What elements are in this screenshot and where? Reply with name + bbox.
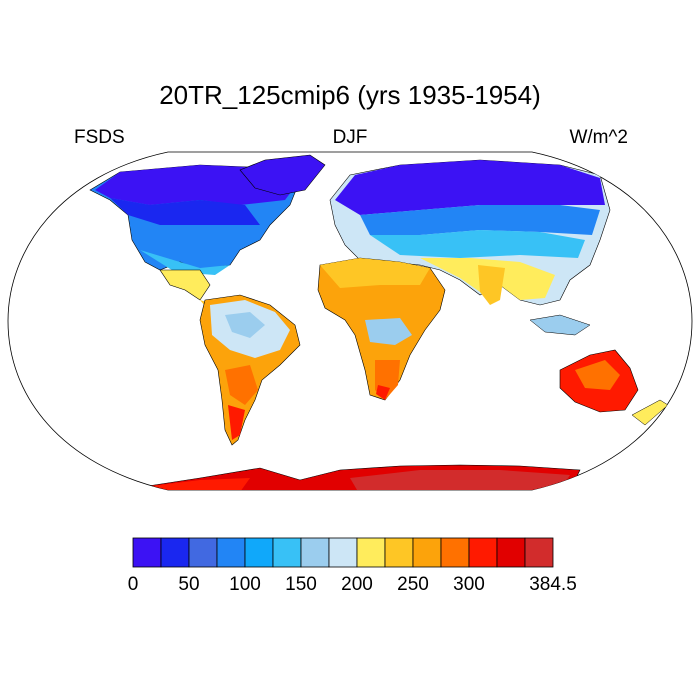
colorbar-tick-label: 384.5 <box>529 574 577 595</box>
colorbar-segment <box>412 537 442 568</box>
africa <box>317 257 446 401</box>
colorbar-segment <box>524 537 554 568</box>
colorbar-tick-label: 150 <box>285 574 317 595</box>
plot-title: 20TR_125cmip6 (yrs 1935-1954) <box>159 80 541 110</box>
colorbar-segment <box>384 537 414 568</box>
season-label: DJF <box>332 127 368 148</box>
colorbar-tick-label: 100 <box>229 574 261 595</box>
colorbar-tick-label: 50 <box>178 574 200 595</box>
colorbar-segment <box>356 537 386 568</box>
colorbar-segment <box>300 537 330 568</box>
colorbar-tick-label: 200 <box>341 574 373 595</box>
south-america <box>199 294 301 446</box>
colorbar-tick-label: 300 <box>453 574 485 595</box>
variable-label: FSDS <box>74 127 125 148</box>
north-america <box>89 154 326 318</box>
colorbar-segment <box>132 537 162 568</box>
australia <box>529 314 669 426</box>
colorbar-tick-label: 0 <box>127 574 139 595</box>
colorbar-segment <box>216 537 246 568</box>
colorbar-segment <box>160 537 190 568</box>
units-label: W/m^2 <box>569 127 628 148</box>
colorbar-segment <box>244 537 274 568</box>
eurasia <box>329 159 611 306</box>
colorbar-segment <box>496 537 526 568</box>
colorbar-segment <box>272 537 302 568</box>
antarctica <box>134 464 581 490</box>
colorbar-segment <box>328 537 358 568</box>
colorbar-tick-label: 250 <box>397 574 429 595</box>
colorbar-segment <box>468 537 498 568</box>
colorbar-segment <box>188 537 218 568</box>
colorbar-segment <box>440 537 470 568</box>
